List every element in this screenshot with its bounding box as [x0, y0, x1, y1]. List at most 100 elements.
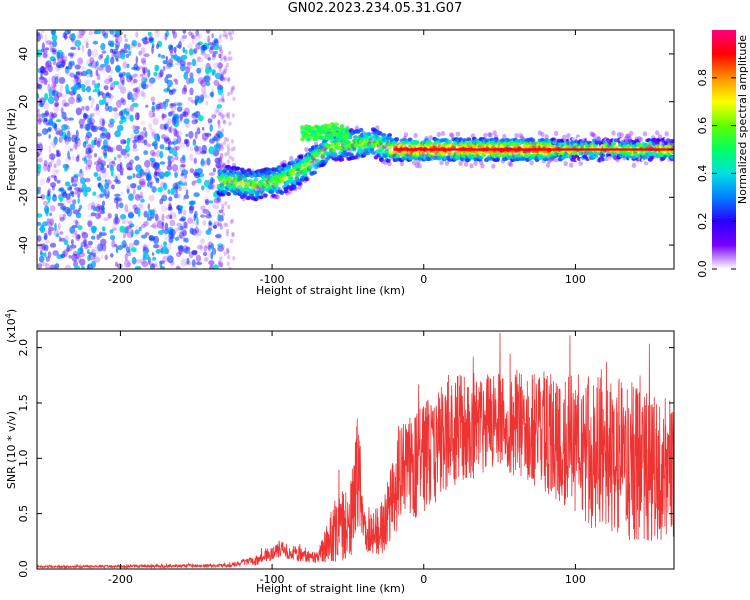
- spectrogram-cell: [85, 105, 90, 112]
- spectrogram-cell: [48, 145, 52, 154]
- spectrogram-cell: [175, 130, 179, 138]
- spectrogram-cell: [86, 219, 94, 227]
- spectrogram-cell: [193, 157, 197, 164]
- spectrogram-cell: [158, 104, 162, 109]
- spectrogram-cell: [518, 132, 523, 139]
- spectrogram-cell: [141, 234, 147, 239]
- spectrogram-cell: [282, 163, 287, 168]
- spectrogram-cell: [45, 256, 50, 262]
- spectrogram-cell: [152, 117, 159, 126]
- spectrogram-cell: [273, 182, 279, 187]
- spectrogram-cell: [59, 231, 64, 235]
- spectrogram-cell: [229, 36, 233, 41]
- spectrogram-cell: [194, 127, 199, 134]
- spectrogram-cell: [59, 84, 64, 93]
- spectrogram-cell: [61, 111, 67, 120]
- spectrogram-cell: [71, 239, 74, 245]
- spectrogram-cell: [224, 66, 228, 71]
- spectrogram-cell: [176, 222, 183, 227]
- spectrogram-cell: [59, 216, 65, 222]
- spectrogram-cell: [141, 66, 148, 74]
- spectrogram-cell: [302, 172, 308, 177]
- spectrogram-cell: [41, 243, 46, 251]
- spectrogram-cell: [189, 153, 194, 162]
- spectrogram-cell: [392, 140, 398, 145]
- spectrogram-cell: [190, 146, 193, 152]
- spectrogram-cell: [228, 155, 232, 160]
- spectrogram-cell: [186, 61, 192, 66]
- spectrogram-cell: [171, 117, 177, 126]
- spectrogram-cell: [297, 184, 302, 190]
- spectrogram-cell: [291, 185, 297, 190]
- spectrogram-cell: [68, 60, 75, 66]
- spectrogram-cell: [191, 249, 198, 255]
- spectrogram-cell: [163, 102, 167, 110]
- spectrogram-cell: [356, 154, 361, 160]
- spectrogram-cell: [169, 219, 176, 227]
- spectrogram-cell: [200, 158, 205, 167]
- spectrogram-cell: [223, 55, 227, 60]
- spectrogram-cell: [207, 35, 211, 43]
- spectrogram-cell: [75, 220, 78, 226]
- spectrogram-cell: [204, 132, 212, 137]
- spectrogram-cell: [78, 118, 85, 127]
- spectrogram-cell: [72, 77, 77, 84]
- spectrogram-cell: [107, 212, 112, 219]
- spectrogram-cell: [213, 225, 217, 229]
- spectrogram-cell: [191, 220, 195, 225]
- snr-y-axis-label: SNR (10 * v/v): [5, 411, 18, 489]
- spectrogram-cell: [77, 96, 83, 103]
- spectrogram-cell: [82, 233, 87, 241]
- spectrogram-cell: [50, 83, 57, 90]
- spectrogram-cell: [39, 102, 44, 108]
- spectrogram-cell: [218, 261, 224, 268]
- spectrogram-cell: [214, 110, 217, 118]
- spectrogram-cell: [163, 241, 167, 247]
- spectrogram-cell: [47, 190, 50, 197]
- spectrogram-cell: [37, 34, 41, 42]
- spectrogram-cell: [563, 161, 568, 167]
- spectrogram-cell: [71, 134, 78, 143]
- spectrogram-cell: [63, 239, 69, 246]
- spectrogram-cell: [237, 184, 242, 189]
- spectrogram-cell: [174, 184, 181, 189]
- spectrogram-cell: [170, 103, 177, 107]
- spectrogram-cell: [142, 247, 149, 255]
- spectrogram-cell: [83, 239, 87, 243]
- spectrogram-cell: [182, 111, 187, 117]
- spectrogram-cell: [42, 50, 49, 59]
- spectrogram-cell: [137, 65, 144, 70]
- spectrogram-cell: [124, 107, 131, 115]
- spectrogram-cell: [115, 176, 118, 184]
- spectrogram-cell: [42, 53, 48, 58]
- spectrogram-cell: [100, 162, 104, 171]
- spectrogram-cell: [151, 105, 156, 111]
- spectrogram-cell: [126, 250, 132, 257]
- spectrogram-cell: [184, 49, 188, 55]
- spectrogram-cell: [229, 56, 233, 61]
- spectrogram-cell: [211, 33, 214, 39]
- spectrogram-cell: [74, 74, 79, 83]
- spectrogram-cell: [91, 80, 96, 86]
- spectrogram-cell: [56, 158, 62, 167]
- spectrogram-cell: [222, 77, 226, 82]
- spectrogram-cell: [242, 177, 248, 182]
- spectrogram-cell: [619, 132, 624, 138]
- spectrogram-cell: [120, 148, 127, 156]
- spectrogram-cell: [194, 99, 198, 106]
- spectrogram-cell: [206, 187, 211, 193]
- spectrogram-cell: [163, 228, 169, 235]
- y-tick-label: -40: [17, 236, 30, 254]
- spectrogram-cell: [235, 166, 241, 171]
- spectrogram-cell: [179, 225, 184, 231]
- spectrogram-cell: [41, 30, 45, 34]
- spectrogram-cell: [84, 37, 89, 45]
- spectrogram-cell: [211, 40, 216, 47]
- spectrogram-cell: [440, 130, 446, 136]
- spectrogram-cell: [48, 65, 53, 73]
- spectrogram-cell: [182, 30, 186, 34]
- spectrogram-cell: [37, 92, 40, 99]
- spectrogram-cell: [150, 263, 155, 269]
- spectrogram-cell: [137, 180, 143, 185]
- spectrogram-cell: [140, 47, 146, 54]
